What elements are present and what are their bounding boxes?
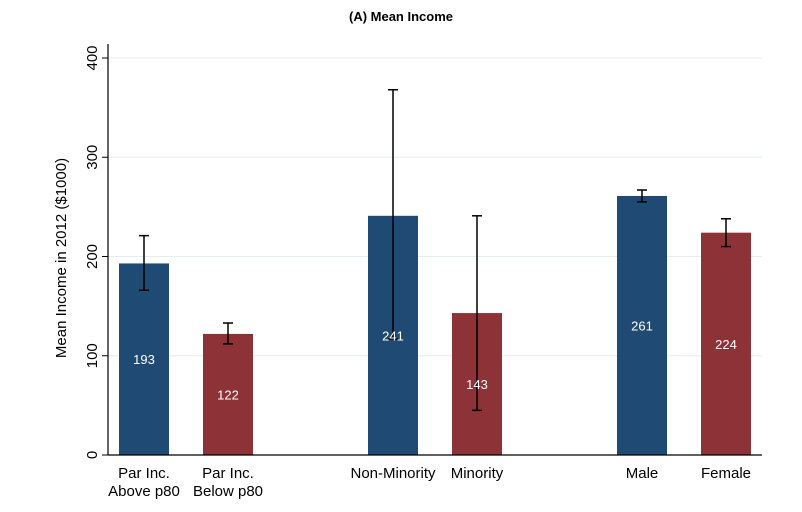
bar-value-label: 143 (466, 377, 488, 392)
bars (119, 195, 751, 455)
bar (617, 195, 667, 455)
y-tick-label: 200 (84, 244, 101, 269)
bar (701, 232, 751, 455)
x-tick-label: Female (701, 465, 751, 482)
y-axis-label: Mean Income in 2012 ($1000) (53, 158, 70, 358)
bar-value-label: 261 (631, 318, 653, 333)
value-labels: 193 122 241 143 261 224 (133, 318, 737, 402)
y-tick-label: 100 (84, 343, 101, 368)
y-tick-label: 300 (84, 145, 101, 170)
bar-value-label: 122 (217, 387, 239, 402)
y-tick-label: 0 (84, 451, 101, 459)
x-tick-label: Non-Minority (350, 465, 436, 482)
x-tick-label: Par Inc. Above p80 (108, 465, 180, 500)
bar-value-label: 224 (715, 337, 737, 352)
y-tick-label: 400 (84, 45, 101, 70)
x-tick-label: Male (626, 465, 659, 482)
x-tick-label: Par Inc. Below p80 (193, 465, 263, 500)
bar (119, 263, 169, 455)
chart-title: (A) Mean Income (349, 9, 453, 24)
bar-value-label: 241 (382, 328, 404, 343)
bar (203, 333, 253, 455)
error-bars (139, 89, 731, 412)
bar-value-label: 193 (133, 352, 155, 367)
axes: 0 100 200 300 400 Par Inc. Above p80 Par Inc. Be… (84, 44, 762, 500)
x-tick-label: Minority (451, 465, 504, 482)
